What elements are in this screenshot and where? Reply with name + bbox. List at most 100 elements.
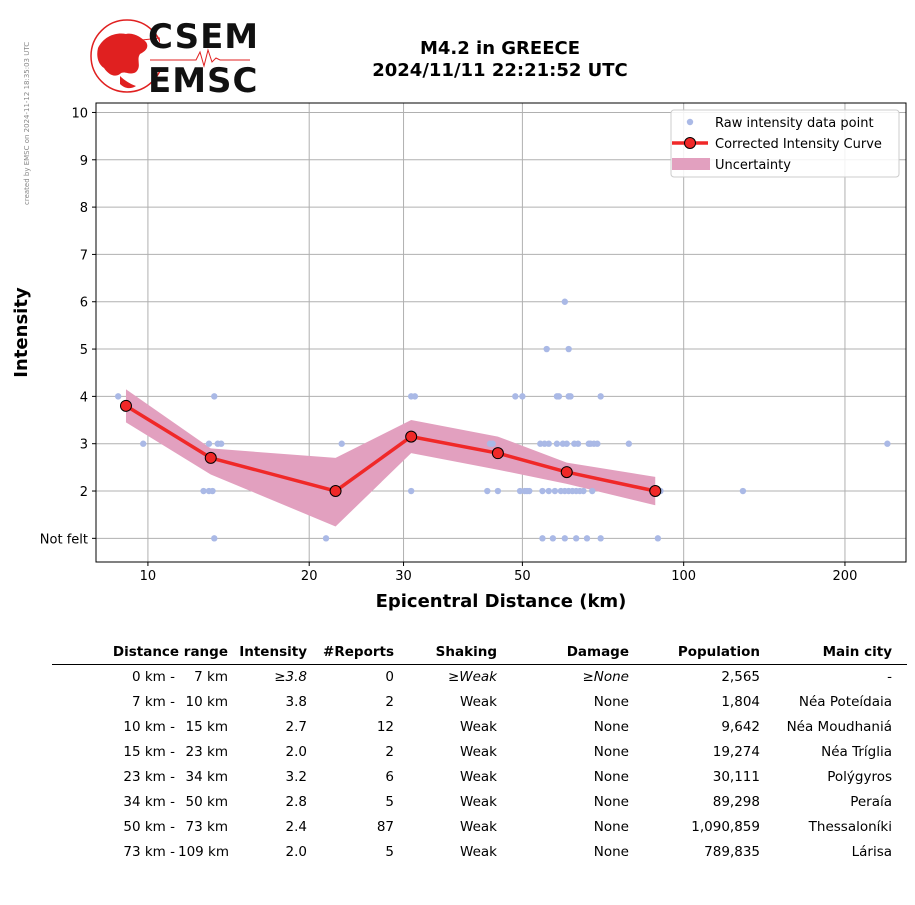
raw-data-point bbox=[211, 393, 218, 400]
y-axis-label: Intensity bbox=[11, 287, 32, 378]
uncertainty-band bbox=[125, 389, 656, 527]
raw-data-point bbox=[539, 535, 546, 542]
distance-from: 15 km - bbox=[123, 744, 175, 760]
reports-count: 12 bbox=[376, 719, 394, 735]
curve-point bbox=[405, 430, 418, 443]
intensity-table: Distance range Intensity #Reports Shakin… bbox=[52, 640, 907, 865]
population-value: 1,090,859 bbox=[691, 819, 760, 835]
intensity-value: 3.2 bbox=[285, 769, 307, 785]
table-row: 15 km - 23 km 2.0 2 Weak None 19,274 Néa Trígli… bbox=[52, 740, 907, 765]
population-value: 789,835 bbox=[704, 844, 760, 860]
raw-data-point bbox=[572, 535, 580, 542]
distance-to: 7 km bbox=[194, 669, 228, 685]
raw-data-point bbox=[549, 535, 557, 542]
distance-to: 73 km bbox=[185, 819, 228, 835]
reports-count: 2 bbox=[385, 744, 394, 760]
shaking-value: Weak bbox=[460, 844, 497, 860]
raw-data-point bbox=[594, 440, 601, 447]
raw-data-point bbox=[555, 393, 563, 400]
y-tick-label: 8 bbox=[80, 201, 88, 216]
raw-data-point bbox=[494, 487, 502, 495]
main-city: Thessaloníki bbox=[808, 819, 892, 835]
shaking-value: Weak bbox=[460, 769, 497, 785]
population-value: 19,274 bbox=[712, 744, 760, 760]
raw-data-point bbox=[516, 487, 524, 495]
curve-point bbox=[560, 466, 573, 479]
reports-count: 2 bbox=[385, 694, 394, 710]
distance-from: 34 km - bbox=[123, 794, 175, 810]
damage-value: None bbox=[593, 744, 629, 760]
table-row: 10 km - 15 km 2.7 12 Weak None 9,642 Néa Moudha… bbox=[52, 715, 907, 740]
population-value: 9,642 bbox=[721, 719, 760, 735]
raw-data-point bbox=[565, 345, 572, 353]
reports-count: 5 bbox=[385, 794, 394, 810]
distance-to: 15 km bbox=[185, 719, 228, 735]
shaking-value: Weak bbox=[460, 694, 497, 710]
raw-data-point bbox=[411, 393, 419, 400]
intensity-value: 2.0 bbox=[285, 744, 307, 760]
curve-point bbox=[204, 451, 217, 464]
reports-count: 0 bbox=[385, 669, 394, 685]
damage-value: None bbox=[593, 794, 629, 810]
main-city: - bbox=[887, 669, 892, 685]
raw-data-point bbox=[140, 440, 147, 447]
population-value: 89,298 bbox=[712, 794, 760, 810]
header-reports: #Reports bbox=[323, 644, 394, 660]
plot-frame bbox=[95, 102, 907, 563]
shaking-value: Weak bbox=[460, 819, 497, 835]
raw-data-point bbox=[322, 535, 330, 542]
header-distance: Distance range bbox=[112, 644, 228, 660]
legend-uncertainty-label: Uncertainty bbox=[715, 158, 791, 173]
table-row: 73 km -109 km 2.0 5 Weak None 789,835 Lárisa bbox=[52, 840, 907, 865]
damage-value: None bbox=[593, 719, 629, 735]
distance-to: 23 km bbox=[185, 744, 228, 760]
curve-point bbox=[491, 447, 504, 460]
x-tick-label: 50 bbox=[514, 569, 531, 584]
y-tick-label: 9 bbox=[80, 154, 88, 169]
population-value: 1,804 bbox=[721, 694, 760, 710]
y-tick-label: 3 bbox=[80, 438, 88, 453]
y-tick-label: Not felt bbox=[40, 532, 88, 547]
raw-data-point bbox=[625, 440, 633, 447]
raw-data-point bbox=[553, 440, 561, 447]
raw-data-point bbox=[539, 487, 546, 495]
y-tick-label: 6 bbox=[80, 296, 88, 311]
raw-data-point bbox=[574, 440, 582, 447]
seismogram-icon bbox=[150, 48, 250, 68]
distance-to: 50 km bbox=[185, 794, 228, 810]
raw-data-point bbox=[489, 440, 496, 447]
x-tick-label: 20 bbox=[301, 569, 318, 584]
population-value: 30,111 bbox=[712, 769, 760, 785]
raw-data-point bbox=[561, 298, 569, 305]
raw-data-point bbox=[200, 487, 207, 495]
header-intensity: Intensity bbox=[239, 644, 307, 660]
distance-from: 50 km - bbox=[123, 819, 175, 835]
x-tick-label: 30 bbox=[395, 569, 412, 584]
main-city: Lárisa bbox=[851, 844, 892, 860]
damage-value: ≥None bbox=[582, 669, 629, 685]
main-city: Néa Tríglia bbox=[821, 744, 892, 760]
shaking-value: ≥Weak bbox=[447, 669, 497, 685]
table-row: 50 km - 73 km 2.4 87 Weak None 1,090,859 Thessa… bbox=[52, 815, 907, 840]
table-header: Distance range Intensity #Reports Shakin… bbox=[52, 640, 907, 665]
raw-data-point bbox=[654, 535, 662, 542]
logo-text-csem: CSEM bbox=[148, 17, 260, 57]
raw-data-point bbox=[567, 393, 574, 400]
raw-data-point bbox=[580, 487, 587, 495]
legend-curve-label: Corrected Intensity Curve bbox=[715, 137, 882, 152]
chart-legend: Raw intensity data point Corrected Intens… bbox=[670, 109, 900, 178]
legend-box bbox=[670, 109, 900, 178]
curve-point bbox=[119, 399, 132, 412]
raw-data-point bbox=[338, 440, 345, 447]
raw-data-point bbox=[545, 440, 552, 447]
distance-to: 109 km bbox=[178, 844, 230, 860]
curve-point bbox=[329, 485, 342, 498]
y-tick-label: 2 bbox=[80, 485, 88, 500]
raw-data-point bbox=[597, 535, 604, 542]
raw-data-point bbox=[583, 535, 591, 542]
raw-data-point bbox=[484, 487, 491, 495]
raw-data-point bbox=[205, 440, 213, 447]
reports-count: 6 bbox=[385, 769, 394, 785]
intensity-value: 3.8 bbox=[285, 694, 307, 710]
raw-data-point bbox=[211, 535, 218, 542]
